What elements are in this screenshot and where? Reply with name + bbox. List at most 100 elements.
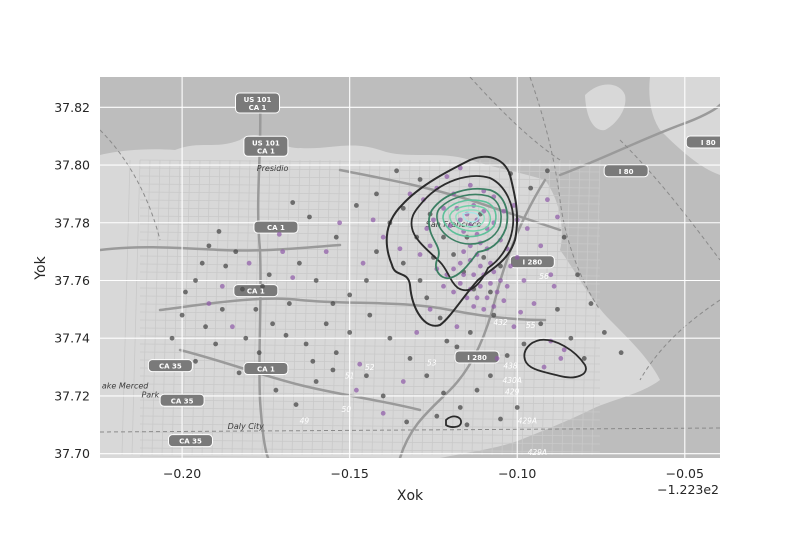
data-point-dark xyxy=(307,214,312,220)
shield-badge xyxy=(147,359,193,373)
street-line xyxy=(139,319,601,325)
highway-shield: I 80 xyxy=(603,164,649,178)
data-point-purple xyxy=(457,260,463,266)
map-place-label: Presidio xyxy=(257,164,289,173)
data-point-purple xyxy=(548,272,554,278)
data-point-purple xyxy=(538,243,544,249)
data-point-dark xyxy=(451,252,456,257)
data-point-dark xyxy=(240,286,245,292)
data-point-dark xyxy=(283,332,289,338)
road-number-label: 49 xyxy=(300,416,310,425)
data-point-purple xyxy=(508,263,513,269)
street-line xyxy=(139,223,601,229)
y-tick-label: 37.76 xyxy=(54,273,90,288)
street-line xyxy=(139,191,601,197)
shield-label: I 280 xyxy=(522,259,542,267)
map-place-label: ake Merced xyxy=(102,382,149,391)
data-point-dark xyxy=(256,350,262,356)
shield-label: US 101 xyxy=(244,96,272,104)
street-line xyxy=(501,159,511,456)
data-point-purple xyxy=(501,298,507,304)
road-number-label: 52 xyxy=(365,363,375,372)
street-line xyxy=(381,159,391,456)
data-point-dark xyxy=(353,203,359,208)
street-line xyxy=(291,159,301,456)
data-point-dark xyxy=(169,335,175,341)
data-point-dark xyxy=(454,344,460,350)
street-line xyxy=(561,159,571,456)
street-line xyxy=(511,159,521,456)
data-point-dark xyxy=(618,350,624,356)
street-line xyxy=(139,327,601,333)
street-line xyxy=(281,159,291,456)
y-tick-label: 37.82 xyxy=(54,100,90,115)
data-point-dark xyxy=(297,260,302,266)
data-point-dark xyxy=(538,321,544,327)
street-line xyxy=(481,159,491,456)
street-line xyxy=(139,367,601,373)
data-point-purple xyxy=(441,205,446,211)
data-point-dark xyxy=(457,405,463,410)
street-line xyxy=(139,455,417,458)
road-number-label: 430A xyxy=(502,376,521,385)
road-number-label: 53 xyxy=(427,359,437,368)
data-point-dark xyxy=(464,422,470,428)
data-point-purple xyxy=(511,324,517,330)
data-point-purple xyxy=(337,220,343,226)
data-point-dark xyxy=(236,370,242,376)
data-point-dark xyxy=(333,350,339,356)
street-line xyxy=(139,231,601,237)
y-tick-label: 37.74 xyxy=(54,331,90,346)
data-point-dark xyxy=(303,341,309,347)
map-place-label: Daly City xyxy=(228,422,265,431)
street-line xyxy=(139,431,601,437)
data-point-dark xyxy=(203,324,208,330)
data-point-purple xyxy=(427,243,433,249)
street-line xyxy=(139,175,601,181)
data-point-purple xyxy=(531,301,537,306)
highway-shield: CA 1 xyxy=(233,284,279,298)
data-point-purple xyxy=(280,249,286,255)
street-line xyxy=(139,199,601,205)
data-point-dark xyxy=(347,330,353,335)
shield-label: CA 1 xyxy=(257,147,275,155)
data-point-purple xyxy=(501,208,507,214)
data-point-dark xyxy=(310,358,316,364)
data-point-purple xyxy=(498,278,503,283)
data-point-dark xyxy=(270,321,275,327)
data-point-purple xyxy=(471,304,477,309)
street-line xyxy=(141,159,151,456)
shield-badge xyxy=(243,135,289,157)
data-point-dark xyxy=(216,229,222,234)
street-line xyxy=(581,159,591,456)
data-point-purple xyxy=(454,324,460,330)
data-point-dark xyxy=(444,338,450,344)
data-point-dark xyxy=(193,278,198,283)
map-place-label: Hunters xyxy=(768,382,800,391)
street-line xyxy=(311,159,321,456)
data-point-purple xyxy=(561,347,567,353)
data-point-dark xyxy=(223,263,229,269)
data-point-purple xyxy=(464,295,470,301)
highway-shield: I 80 xyxy=(685,135,720,149)
data-point-purple xyxy=(353,387,359,393)
data-point-purple xyxy=(380,234,386,240)
data-point-purple xyxy=(461,272,467,278)
data-point-dark xyxy=(374,249,379,255)
data-point-dark xyxy=(498,416,503,422)
street-line xyxy=(321,159,331,456)
data-point-dark xyxy=(437,315,443,321)
road-number-label: 429A xyxy=(518,416,537,425)
data-point-purple xyxy=(471,272,477,278)
data-point-purple xyxy=(424,226,430,231)
data-point-purple xyxy=(514,254,520,260)
shield-label: CA 35 xyxy=(171,397,194,405)
data-point-purple xyxy=(451,266,456,272)
data-point-purple xyxy=(360,260,366,266)
data-point-dark xyxy=(313,379,319,384)
highway-shield: CA 35 xyxy=(159,393,205,407)
data-point-purple xyxy=(494,289,500,295)
shield-badge xyxy=(243,362,289,376)
data-point-dark xyxy=(488,289,493,295)
